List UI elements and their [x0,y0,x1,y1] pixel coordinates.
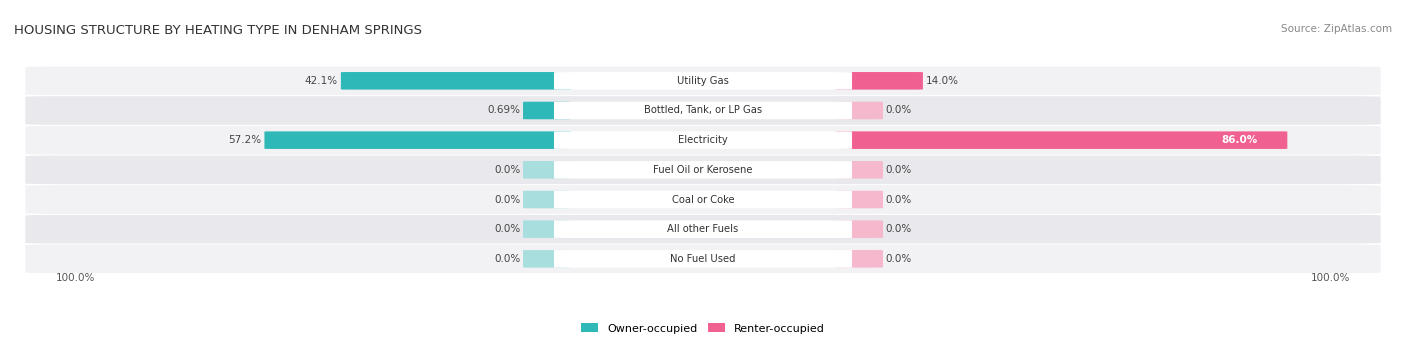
Text: HOUSING STRUCTURE BY HEATING TYPE IN DENHAM SPRINGS: HOUSING STRUCTURE BY HEATING TYPE IN DEN… [14,24,422,37]
FancyBboxPatch shape [25,96,1381,125]
Text: 100.0%: 100.0% [56,273,96,283]
FancyBboxPatch shape [523,191,571,208]
FancyBboxPatch shape [523,220,571,238]
FancyBboxPatch shape [835,102,883,119]
Text: 0.0%: 0.0% [494,165,520,175]
FancyBboxPatch shape [523,250,571,268]
FancyBboxPatch shape [554,131,852,149]
Text: 14.0%: 14.0% [925,76,959,86]
Text: 42.1%: 42.1% [305,76,337,86]
FancyBboxPatch shape [835,72,922,90]
Text: 86.0%: 86.0% [1222,135,1258,145]
Text: 57.2%: 57.2% [229,135,262,145]
Text: 0.0%: 0.0% [494,254,520,264]
Text: 0.0%: 0.0% [886,254,912,264]
Legend: Owner-occupied, Renter-occupied: Owner-occupied, Renter-occupied [576,319,830,338]
Text: 0.0%: 0.0% [886,224,912,234]
FancyBboxPatch shape [554,72,852,90]
Text: 0.0%: 0.0% [494,194,520,205]
Text: All other Fuels: All other Fuels [668,224,738,234]
FancyBboxPatch shape [835,161,883,179]
FancyBboxPatch shape [554,250,852,268]
FancyBboxPatch shape [554,191,852,208]
Text: 0.0%: 0.0% [494,224,520,234]
Text: No Fuel Used: No Fuel Used [671,254,735,264]
Text: Electricity: Electricity [678,135,728,145]
Text: Utility Gas: Utility Gas [678,76,728,86]
FancyBboxPatch shape [264,131,571,149]
FancyBboxPatch shape [25,185,1381,214]
FancyBboxPatch shape [523,161,571,179]
Text: Source: ZipAtlas.com: Source: ZipAtlas.com [1281,24,1392,34]
FancyBboxPatch shape [25,66,1381,95]
FancyBboxPatch shape [523,102,571,119]
FancyBboxPatch shape [835,250,883,268]
FancyBboxPatch shape [25,215,1381,243]
Text: 0.0%: 0.0% [886,105,912,116]
Text: 0.0%: 0.0% [886,165,912,175]
FancyBboxPatch shape [340,72,571,90]
Text: 100.0%: 100.0% [1310,273,1350,283]
FancyBboxPatch shape [835,131,1288,149]
Text: Bottled, Tank, or LP Gas: Bottled, Tank, or LP Gas [644,105,762,116]
FancyBboxPatch shape [835,220,883,238]
FancyBboxPatch shape [554,220,852,238]
FancyBboxPatch shape [554,161,852,179]
Text: 0.69%: 0.69% [488,105,520,116]
FancyBboxPatch shape [25,244,1381,273]
FancyBboxPatch shape [554,102,852,119]
Text: 0.0%: 0.0% [886,194,912,205]
FancyBboxPatch shape [25,155,1381,184]
FancyBboxPatch shape [25,126,1381,154]
Text: Fuel Oil or Kerosene: Fuel Oil or Kerosene [654,165,752,175]
FancyBboxPatch shape [835,191,883,208]
Text: Coal or Coke: Coal or Coke [672,194,734,205]
